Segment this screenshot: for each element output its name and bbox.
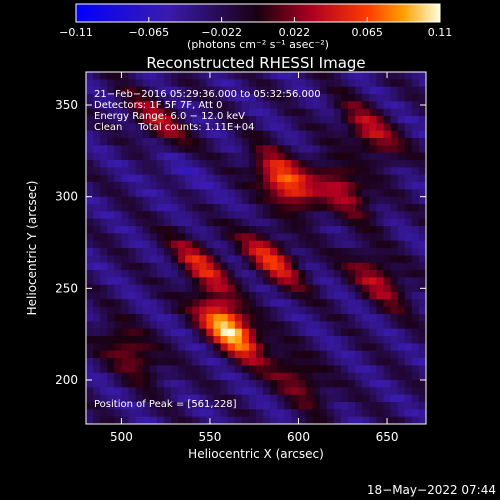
- y-tick-label: 350: [55, 98, 78, 112]
- annotation-total-counts: Clean Total counts: 1.11E+04: [94, 122, 254, 133]
- chart-title: Reconstructed RHESSI Image: [146, 54, 365, 72]
- colorbar-tick-label: −0.065: [128, 26, 169, 39]
- colorbar-tick-label: −0.11: [59, 26, 93, 39]
- annotation-energy-range: Energy Range: 6.0 − 12.0 keV: [94, 111, 245, 122]
- colorbar-tick-label: 0.065: [351, 26, 383, 39]
- x-tick-label: 650: [376, 430, 399, 444]
- colorbar-tick-label: 0.11: [428, 26, 453, 39]
- y-axis-ticks: 200 250 300 350: [55, 98, 426, 387]
- x-tick-label: 550: [199, 430, 222, 444]
- x-tick-label: 600: [287, 430, 310, 444]
- colorbar: [75, 3, 441, 23]
- y-tick-label: 200: [55, 373, 78, 387]
- annotation-peak-position: Position of Peak = [561,228]: [94, 399, 237, 410]
- x-axis-ticks: 500 550 600 650: [110, 72, 399, 444]
- y-tick-label: 250: [55, 281, 78, 295]
- annotation-detectors: Detectors: 1F 5F 7F, Att 0: [94, 100, 222, 111]
- colorbar-ticks: −0.11 −0.065 −0.022 0.022 0.065 0.11: [59, 17, 452, 39]
- footer-timestamp: 18−May−2022 07:44: [367, 483, 496, 497]
- x-axis-label: Heliocentric X (arcsec): [188, 447, 324, 461]
- x-tick-label: 500: [110, 430, 133, 444]
- colorbar-tick-label: −0.022: [201, 26, 242, 39]
- y-axis-label: Heliocentric Y (arcsec): [25, 181, 39, 316]
- colorbar-tick-label: 0.022: [279, 26, 311, 39]
- colorbar-unit-label: (photons cm⁻² s⁻¹ asec⁻²): [187, 38, 329, 51]
- annotation-time-range: 21−Feb−2016 05:29:36.000 to 05:32:56.000: [94, 89, 321, 100]
- y-tick-label: 300: [55, 190, 78, 204]
- plot-frame: [85, 71, 427, 425]
- heatmap-image: [86, 72, 427, 425]
